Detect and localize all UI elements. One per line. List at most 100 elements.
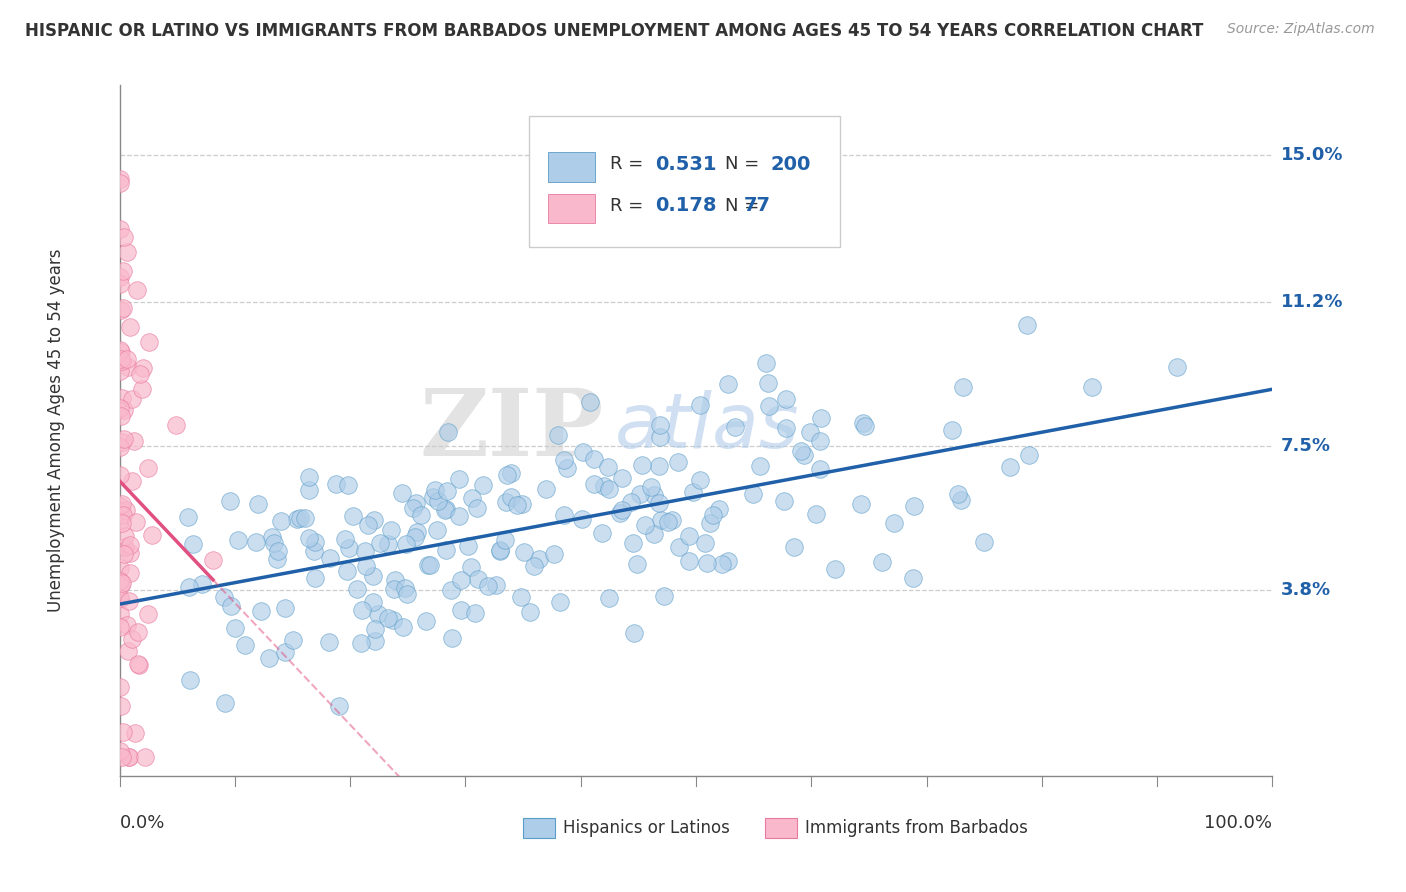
Text: Hispanics or Latinos: Hispanics or Latinos [564, 819, 730, 837]
Hispanics or Latinos [650, 513, 672, 527]
Hispanics or Latinos [782, 540, 804, 554]
Hispanics or Latinos [749, 459, 772, 474]
Immigrants from Barbados [108, 514, 131, 528]
Hispanics or Latinos [643, 488, 665, 502]
Hispanics or Latinos [404, 530, 426, 544]
Hispanics or Latinos [1081, 380, 1104, 394]
Hispanics or Latinos [436, 542, 458, 557]
Hispanics or Latinos [425, 483, 447, 497]
Immigrants from Barbados [115, 244, 138, 259]
Hispanics or Latinos [409, 508, 432, 523]
Immigrants from Barbados [111, 724, 134, 739]
Hispanics or Latinos [354, 559, 377, 574]
Hispanics or Latinos [328, 699, 350, 714]
Bar [765, 817, 797, 838]
Immigrants from Barbados [111, 263, 134, 277]
Hispanics or Latinos [630, 458, 652, 472]
Hispanics or Latinos [775, 392, 797, 406]
Hispanics or Latinos [849, 497, 872, 511]
Immigrants from Barbados [125, 515, 148, 529]
Hispanics or Latinos [262, 530, 284, 544]
Hispanics or Latinos [543, 547, 565, 561]
Immigrants from Barbados [110, 577, 132, 591]
Hispanics or Latinos [352, 603, 374, 617]
Immigrants from Barbados [117, 617, 139, 632]
Hispanics or Latinos [434, 501, 457, 516]
Immigrants from Barbados [108, 401, 131, 415]
Immigrants from Barbados [110, 344, 132, 359]
Hispanics or Latinos [648, 418, 671, 433]
Hispanics or Latinos [755, 356, 778, 370]
Hispanics or Latinos [422, 490, 444, 504]
Hispanics or Latinos [245, 534, 267, 549]
Text: N =: N = [725, 197, 765, 215]
Immigrants from Barbados [108, 343, 131, 357]
Immigrants from Barbados [115, 503, 138, 517]
Hispanics or Latinos [808, 434, 831, 449]
Immigrants from Barbados [110, 409, 132, 424]
Immigrants from Barbados [111, 576, 134, 591]
Hispanics or Latinos [626, 557, 648, 571]
Hispanics or Latinos [756, 376, 779, 390]
Text: atlas: atlas [616, 390, 800, 464]
Immigrants from Barbados [141, 528, 163, 542]
Hispanics or Latinos [793, 448, 815, 462]
Hispanics or Latinos [579, 394, 602, 409]
Hispanics or Latinos [973, 534, 995, 549]
Hispanics or Latinos [572, 444, 595, 458]
Immigrants from Barbados [117, 644, 139, 658]
Hispanics or Latinos [620, 495, 643, 509]
Text: 7.5%: 7.5% [1281, 437, 1330, 455]
Hispanics or Latinos [419, 558, 441, 572]
Immigrants from Barbados [117, 360, 139, 375]
Hispanics or Latinos [596, 460, 619, 475]
Immigrants from Barbados [108, 680, 131, 694]
Immigrants from Barbados [111, 749, 134, 764]
Hispanics or Latinos [661, 513, 683, 527]
Hispanics or Latinos [678, 554, 700, 568]
Hispanics or Latinos [853, 419, 876, 434]
Hispanics or Latinos [377, 611, 399, 625]
Hispanics or Latinos [342, 508, 364, 523]
Hispanics or Latinos [510, 497, 533, 511]
Immigrants from Barbados [165, 417, 187, 432]
Hispanics or Latinos [772, 493, 794, 508]
Hispanics or Latinos [465, 501, 488, 516]
Hispanics or Latinos [810, 411, 832, 425]
Immigrants from Barbados [118, 749, 141, 764]
Immigrants from Barbados [110, 698, 132, 713]
Hispanics or Latinos [361, 595, 384, 609]
Hispanics or Latinos [724, 419, 747, 434]
Immigrants from Barbados [110, 352, 132, 367]
Hispanics or Latinos [946, 487, 969, 501]
Immigrants from Barbados [112, 547, 135, 561]
Immigrants from Barbados [108, 504, 131, 518]
Hispanics or Latinos [247, 497, 270, 511]
Immigrants from Barbados [108, 172, 131, 186]
Immigrants from Barbados [118, 537, 141, 551]
Hispanics or Latinos [872, 555, 894, 569]
Hispanics or Latinos [519, 605, 541, 619]
Hispanics or Latinos [668, 540, 690, 554]
Hispanics or Latinos [598, 591, 620, 605]
Immigrants from Barbados [111, 301, 134, 316]
Hispanics or Latinos [648, 496, 671, 510]
Immigrants from Barbados [108, 574, 131, 588]
Hispanics or Latinos [547, 427, 569, 442]
Hispanics or Latinos [426, 494, 449, 508]
Hispanics or Latinos [367, 607, 389, 621]
Text: 0.531: 0.531 [655, 154, 717, 174]
Hispanics or Latinos [325, 477, 347, 491]
Hispanics or Latinos [274, 600, 297, 615]
Immigrants from Barbados [111, 508, 134, 522]
Immigrants from Barbados [108, 619, 131, 633]
FancyBboxPatch shape [529, 116, 841, 247]
Hispanics or Latinos [496, 468, 519, 483]
Hispanics or Latinos [634, 517, 657, 532]
Immigrants from Barbados [108, 440, 131, 454]
Hispanics or Latinos [440, 582, 463, 597]
Hispanics or Latinos [710, 557, 733, 571]
Text: 0.178: 0.178 [655, 196, 717, 215]
Immigrants from Barbados [121, 474, 143, 488]
Immigrants from Barbados [124, 725, 146, 739]
